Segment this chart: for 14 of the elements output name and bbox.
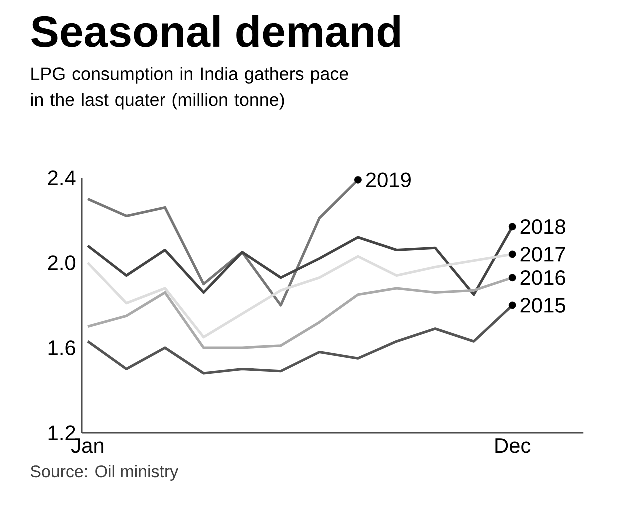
x-tick-label: Jan xyxy=(71,438,104,454)
y-tick-label: 1.6 xyxy=(48,340,76,356)
y-tick-label: 2.0 xyxy=(48,256,76,270)
series-label: 2017 xyxy=(520,247,566,262)
series-label: 2019 xyxy=(366,172,411,188)
source-note: Source: Oil ministry xyxy=(30,465,179,481)
series-label: 2016 xyxy=(520,270,566,286)
y-tick-label: 1.2 xyxy=(48,426,76,440)
series-label: 2015 xyxy=(520,298,566,313)
series-label: 2018 xyxy=(520,219,566,234)
chart-subtitle: LPG consumption in India gathers pace in the last quater (million tonne) xyxy=(31,67,348,110)
chart-title: Seasonal demand xyxy=(31,15,400,48)
y-tick-label: 2.4 xyxy=(48,170,76,186)
x-tick-label: Dec xyxy=(496,438,531,454)
